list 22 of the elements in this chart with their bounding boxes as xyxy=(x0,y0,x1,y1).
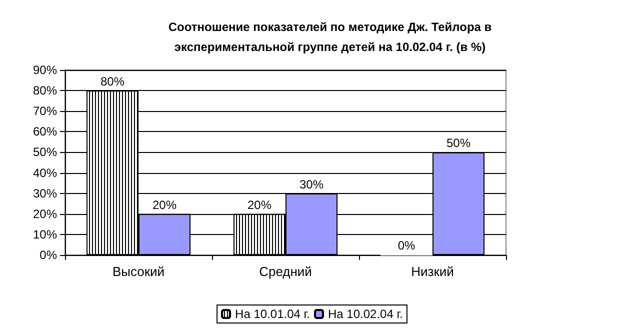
x-tick-label: Средний xyxy=(259,264,312,279)
data-label: 50% xyxy=(446,136,471,150)
y-tick-label: 0% xyxy=(40,248,58,262)
data-label: 20% xyxy=(152,198,177,212)
data-label: 20% xyxy=(247,198,272,212)
legend-label: На 10.02.04 г. xyxy=(328,307,403,321)
y-tick-label: 30% xyxy=(32,186,58,200)
data-label: 0% xyxy=(398,238,416,252)
y-tick-label: 80% xyxy=(32,84,58,98)
legend-label: На 10.01.04 г. xyxy=(235,307,310,321)
x-tick-label: Высокий xyxy=(112,264,165,279)
y-tick-label: 90% xyxy=(32,63,58,77)
x-tick-label: Низкий xyxy=(411,264,454,279)
y-tick-label: 10% xyxy=(32,227,58,242)
y-tick-label: 50% xyxy=(32,145,58,160)
y-tick-label: 20% xyxy=(32,206,58,221)
y-tick-label: 70% xyxy=(32,104,58,118)
y-tick-label: 60% xyxy=(32,124,58,139)
chart-title: Соотношение показателей по методике Дж. Тейлора в экспериментальной группе детей на 10.02.04 г. (в %) xyxy=(168,20,492,54)
y-tick-label: 40% xyxy=(32,166,58,180)
data-label: 30% xyxy=(299,177,324,192)
data-label: 80% xyxy=(100,74,125,89)
